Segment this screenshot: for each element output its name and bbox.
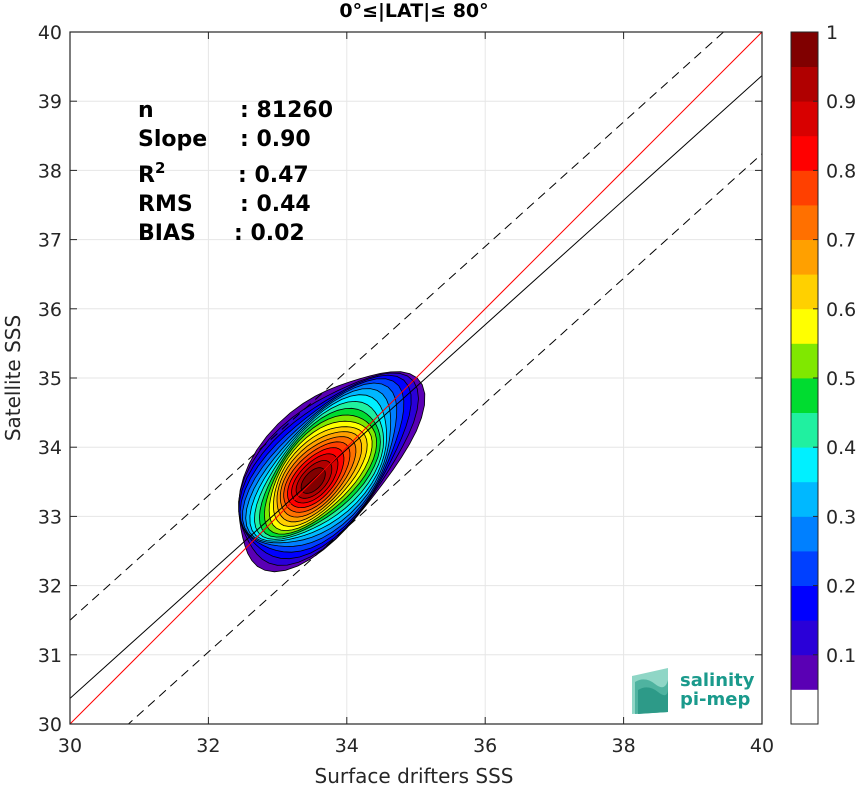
stat-value: : 81260: [240, 98, 333, 123]
x-tick-label: 40: [750, 735, 774, 757]
y-tick-label: 38: [38, 160, 62, 182]
reference-lines: [70, 32, 762, 724]
colorbar-segment: [791, 205, 818, 240]
y-tick-label: 39: [38, 91, 62, 113]
colorbar-segment: [791, 170, 818, 206]
grid: [69, 31, 763, 725]
colorbar-segment: [791, 447, 818, 483]
colorbar-segment: [791, 308, 818, 344]
logo-text-pi-mep: pi-mep: [680, 689, 750, 710]
stat-value: : 0.47: [238, 163, 309, 188]
y-tick-label: 36: [38, 299, 62, 321]
colorbar-segment: [791, 135, 818, 171]
stat-label: Slope: [138, 127, 207, 152]
stat-label: BIAS: [138, 221, 196, 246]
colorbar-segment: [791, 551, 818, 586]
colorbar-segment: [791, 239, 818, 275]
colorbar-segment: [791, 66, 818, 102]
lower-bound-line: [127, 153, 762, 724]
y-axis-label: Satellite SSS: [1, 315, 25, 441]
colorbar-tick-label: 0.8: [826, 160, 856, 182]
colorbar-segment: [791, 689, 818, 725]
x-tick-label: 38: [612, 735, 636, 757]
colorbar-segment: [791, 654, 818, 690]
logo-text-salinity: salinity: [680, 670, 755, 691]
identity-line: [70, 32, 762, 724]
colorbar-tick-label: 0.5: [826, 368, 856, 390]
y-tick-label: 40: [38, 22, 62, 44]
colorbar-tick-label: 0.4: [826, 437, 856, 459]
colorbar-tick-label: 0.9: [826, 91, 856, 113]
colorbar-segment: [791, 378, 818, 413]
y-tick-label: 37: [38, 230, 62, 252]
y-tick-label: 32: [38, 576, 62, 598]
colorbar-segment: [791, 620, 818, 656]
x-tick-label: 34: [335, 735, 359, 757]
logo-icon: [632, 668, 668, 714]
fit-line: [70, 75, 762, 699]
x-tick-label: 30: [58, 735, 82, 757]
colorbar-tick-label: 0.3: [826, 506, 856, 528]
colorbar-segment: [791, 274, 818, 310]
y-tick-label: 34: [38, 437, 62, 459]
stat-value: : 0.44: [240, 192, 311, 217]
x-axis-label: Surface drifters SSS: [315, 764, 514, 786]
colorbar-segment: [791, 481, 818, 517]
colorbar-tick-label: 0.1: [826, 645, 856, 667]
colorbar-tick-label: 0.7: [826, 230, 856, 252]
colorbar-tick-label: 0.6: [826, 299, 856, 321]
colorbar-tick-label: 0.2: [826, 576, 856, 598]
y-tick-label: 35: [38, 368, 62, 390]
colorbar-segment: [791, 412, 818, 448]
salinity-pi-mep-logo: salinity pi-mep: [632, 668, 755, 714]
x-tick-label: 32: [196, 735, 220, 757]
chart-title: 0°≤|LAT|≤ 80°: [339, 0, 488, 22]
y-tick-label: 30: [38, 714, 62, 736]
upper-bound-line: [70, 32, 725, 621]
stat-value: : 0.90: [240, 127, 311, 152]
y-axis-ticks: 30 31 32 33 34 35 36 37 38 39 40: [38, 22, 762, 736]
stat-label: n: [138, 98, 154, 123]
colorbar-segment: [791, 516, 818, 552]
stat-value: : 0.02: [234, 221, 305, 246]
x-tick-label: 36: [473, 735, 497, 757]
y-tick-label: 31: [38, 645, 62, 667]
x-axis-ticks: 30 32 34 36 38 40: [58, 32, 774, 757]
stat-label: RMS: [138, 192, 193, 217]
colorbar-segment: [791, 101, 818, 137]
colorbar-segment: [791, 343, 818, 379]
colorbar-tick-label: 1: [826, 22, 838, 44]
y-tick-label: 33: [38, 506, 62, 528]
colorbar-segment: [791, 32, 818, 67]
colorbar-segment: [791, 585, 818, 621]
colorbar: 0.1 0.2 0.3 0.4 0.5 0.6 0.7 0.8 0.9 1: [790, 22, 856, 725]
